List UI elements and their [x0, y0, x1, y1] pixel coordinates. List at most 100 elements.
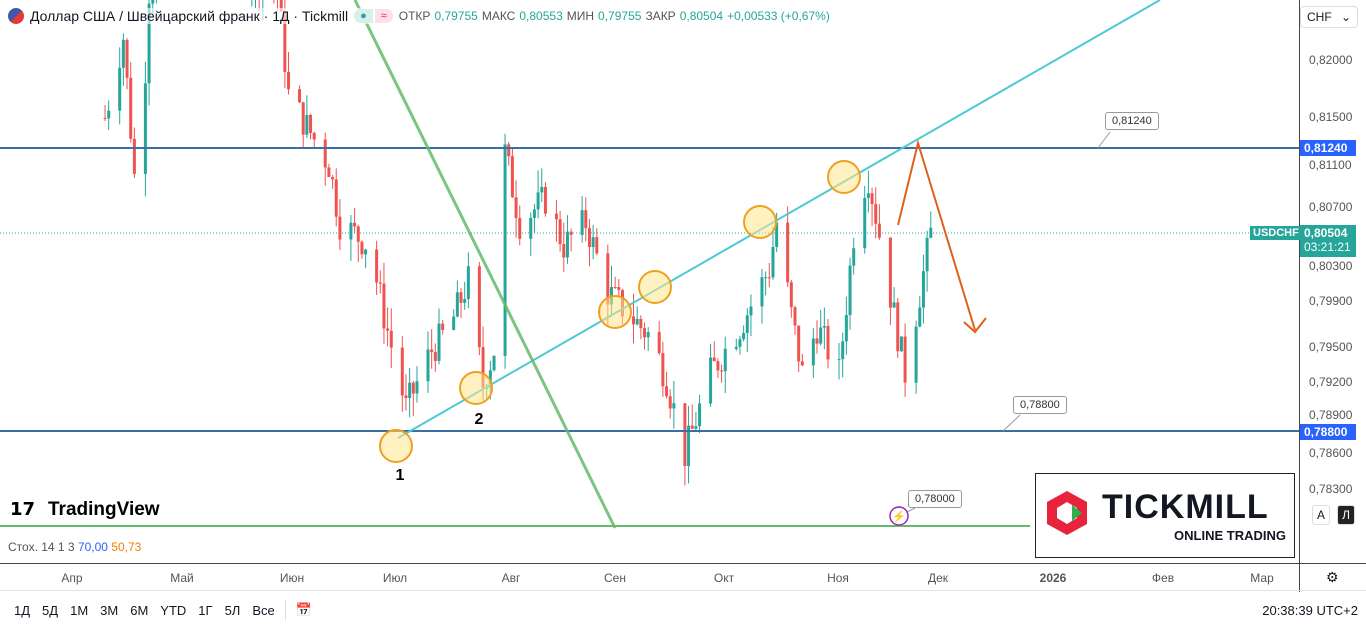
candle-body	[540, 186, 544, 193]
rising-trendline[interactable]	[397, 0, 1161, 439]
callout-resistance[interactable]: 0,81240	[1105, 112, 1159, 130]
candle-body	[353, 222, 357, 227]
candle-body	[712, 357, 716, 362]
falling-trendline[interactable]	[353, 0, 617, 529]
candle-body	[356, 226, 360, 242]
log-scale-button[interactable]: Л	[1337, 505, 1355, 525]
candle-body	[151, 0, 155, 4]
range-bar: 1Д 5Д 1М 3М 6М YTD 1Г 5Л Все 📅 20:38:39 UTC+2	[0, 592, 1366, 628]
candle-body	[466, 266, 470, 299]
candle-body	[643, 328, 647, 338]
candle-body	[132, 138, 136, 174]
time-label: Фев	[1151, 571, 1175, 585]
range-button[interactable]: 1Д	[14, 602, 31, 618]
candle-body	[143, 83, 147, 174]
time-axis[interactable]: Апр Май Июн Июл Авг Сен Окт Ноя Дек 2026 Фев Мар ⚙	[0, 563, 1366, 591]
settings-icon[interactable]: ⚙	[1326, 569, 1339, 585]
price-tick: 0,78600	[1309, 446, 1353, 460]
candle-body	[775, 222, 779, 247]
candle-body	[298, 89, 302, 103]
price-tick: 0,78900	[1309, 408, 1353, 422]
candle-body	[433, 351, 437, 361]
callout-green[interactable]: 0,78000	[908, 490, 962, 508]
goto-date-icon[interactable]: 📅	[295, 602, 312, 617]
market-status[interactable]: ● ≈	[354, 9, 393, 23]
candle-body	[437, 323, 441, 361]
candle-body	[903, 336, 907, 383]
clock[interactable]: 20:38:39 UTC+2	[1262, 602, 1358, 618]
candle-body	[786, 222, 790, 283]
candle-body	[587, 228, 591, 248]
time-label: Май	[170, 571, 194, 585]
candle-body	[892, 302, 896, 308]
candle-body	[760, 277, 764, 307]
range-button[interactable]: 6М	[130, 602, 149, 618]
auto-scale-button[interactable]: A	[1312, 505, 1330, 525]
candle-body	[852, 248, 856, 266]
candle-body	[507, 144, 511, 157]
candle-body	[661, 353, 665, 387]
candle-body	[918, 307, 922, 327]
candle-body	[331, 177, 335, 180]
time-label: Дек	[927, 571, 949, 585]
candle-body	[632, 316, 636, 325]
candle-body	[863, 197, 867, 249]
candle-body	[569, 231, 573, 235]
range-button[interactable]: 3М	[100, 602, 119, 618]
candle-body	[125, 39, 129, 78]
chart-header: Доллар США / Швейцарский франк · 1Д · Ti…	[8, 8, 830, 24]
symbol-title[interactable]: Доллар США / Швейцарский франк · 1Д · Ti…	[30, 8, 349, 24]
lightning-icon[interactable]	[889, 506, 909, 526]
price-tick: 0,79900	[1309, 294, 1353, 308]
candle-body	[734, 346, 738, 349]
candle-body	[375, 249, 379, 283]
stochastic-legend[interactable]: Стох. 14 1 3 70,00 50,73	[8, 540, 142, 554]
price-tick: 0,79200	[1309, 375, 1353, 389]
range-button[interactable]: 1М	[70, 602, 89, 618]
candle-body	[514, 197, 518, 218]
candle-body	[580, 210, 584, 235]
candle-body	[665, 386, 669, 397]
candle-body	[874, 204, 878, 224]
tradingview-logo: 𝟭𝟳 TradingView	[10, 499, 160, 520]
time-label: Апр	[61, 571, 83, 585]
price-tick: 0,80300	[1309, 259, 1353, 273]
ohlc-values: ОТКР 0,79755 МАКС 0,80553 МИН 0,79755 ЗАКР 0…	[398, 9, 830, 23]
currency-select[interactable]: CHF ⌄	[1300, 6, 1358, 28]
price-chart[interactable]: 1 2 ⚡ 𝟭𝟳 TradingView	[0, 0, 1300, 563]
flag-icon	[8, 8, 24, 24]
svg-text:TradingView: TradingView	[48, 499, 160, 520]
range-button[interactable]: 5Л	[224, 602, 241, 618]
candle-body	[452, 316, 456, 330]
candle-body	[103, 118, 107, 119]
candle-body	[492, 355, 496, 371]
svg-text:𝟭𝟳: 𝟭𝟳	[10, 499, 35, 519]
range-button[interactable]: 5Д	[42, 602, 59, 618]
price-tick: 0,82000	[1309, 53, 1353, 67]
candle-body	[690, 425, 694, 429]
price-axis-border	[1299, 0, 1300, 592]
candle-body	[826, 326, 830, 360]
candle-body	[657, 332, 661, 354]
candle-body	[742, 333, 746, 340]
candle-body	[327, 167, 331, 178]
candle-body	[797, 325, 801, 362]
candle-body	[305, 114, 309, 135]
price-tick: 0,78300	[1309, 482, 1353, 496]
callout-support[interactable]: 0,78800	[1013, 396, 1067, 414]
candle-body	[716, 361, 720, 371]
candle-body	[301, 102, 305, 135]
range-button[interactable]: YTD	[160, 602, 187, 618]
candle-body	[925, 237, 929, 272]
candle-body	[584, 210, 588, 229]
range-button[interactable]: 1Г	[198, 602, 213, 618]
time-label: Авг	[501, 571, 521, 585]
candle-body	[510, 156, 514, 198]
forecast-arrow[interactable]	[897, 139, 976, 331]
candle-body	[764, 277, 768, 279]
price-tick: 0,79500	[1309, 340, 1353, 354]
resistance-price-label: 0,81240	[1300, 140, 1356, 156]
range-button[interactable]: Все	[252, 602, 275, 618]
candle-body	[606, 253, 610, 305]
candle-body	[749, 306, 753, 316]
